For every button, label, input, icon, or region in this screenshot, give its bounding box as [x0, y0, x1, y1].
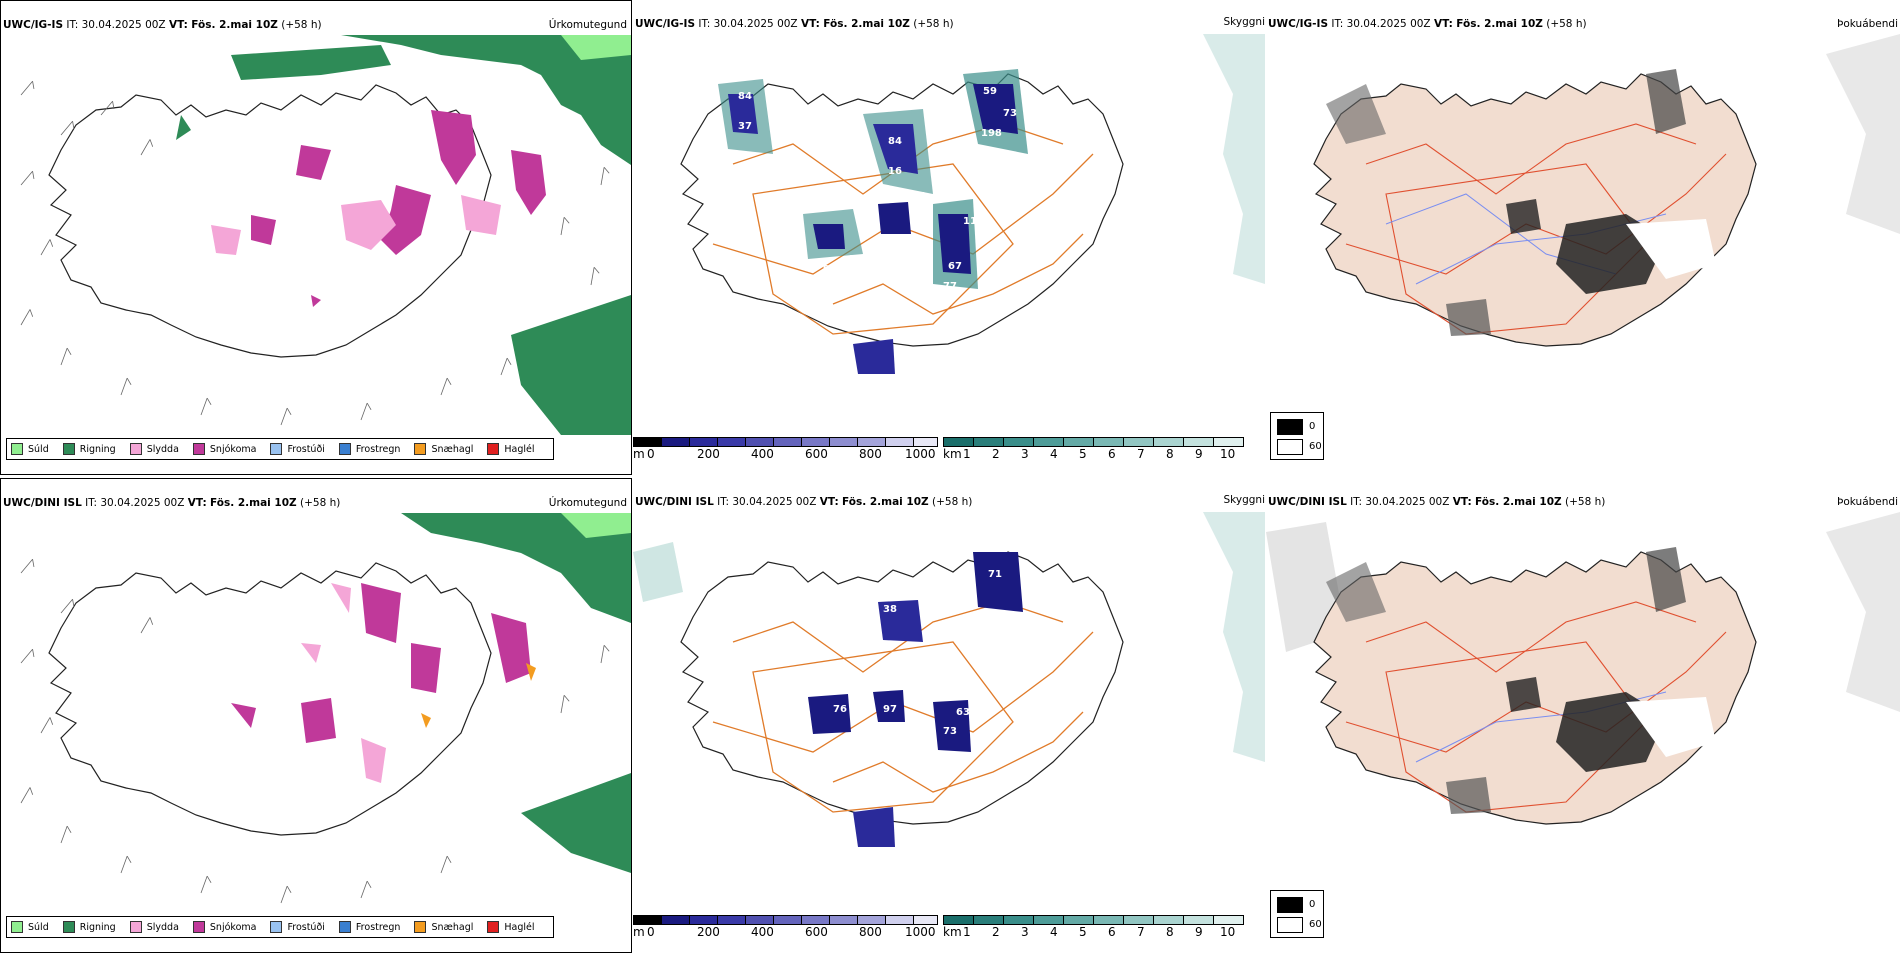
panel-header: UWC/IG-IS IT: 30.04.2025 00Z VT: Fös. 2.…: [3, 19, 322, 31]
cloud-base-label: 38: [883, 604, 897, 615]
cloud-base-label: 8: [848, 254, 855, 265]
cloud-base-label: 73: [943, 726, 957, 737]
cloud-base-label: 37: [738, 121, 752, 132]
panel-header: UWC/DINI ISL IT: 30.04.2025 00Z VT: Fös.…: [1268, 496, 1606, 508]
cloud-base-colorbar: [633, 437, 938, 457]
cloud-base-label: 97: [883, 704, 897, 715]
visibility-map: 71 38 76 97 63 73 38 57: [633, 512, 1265, 910]
cloud-base-label: 77: [911, 191, 925, 202]
fog-legend: 0 60: [1270, 412, 1324, 460]
panel-title: Úrkomutegund: [548, 19, 627, 31]
cloud-base-label: 38: [868, 849, 882, 860]
cloud-base-label: 76: [833, 704, 847, 715]
legend-item-snow: Snjókoma: [192, 921, 256, 933]
visibility-colorbar: [943, 437, 1244, 457]
legend-item-drizzle: Súld: [11, 443, 49, 455]
panel-title: Úrkomutegund: [548, 497, 627, 509]
cloud-base-colorbar: [633, 915, 938, 935]
precip-type-panel: UWC/IG-IS IT: 30.04.2025 00Z VT: Fös. 2.…: [0, 0, 632, 475]
cloud-base-label: 73: [1003, 108, 1017, 119]
legend-item-freezing-drizzle: Frostúði: [270, 921, 325, 933]
legend-item-freezing-rain: Frostregn: [338, 443, 400, 455]
legend-item-hail: Haglél: [487, 921, 535, 933]
panel-header: UWC/IG-IS IT: 30.04.2025 00Z VT: Fös. 2.…: [1268, 18, 1587, 30]
cloud-base-label: 198: [981, 128, 1002, 139]
legend-item-snow-pellets: Snæhagl: [414, 921, 473, 933]
fog-indicator-panel: UWC/DINI ISL IT: 30.04.2025 00Z VT: Fös.…: [1266, 478, 1900, 953]
cloud-base-label: 71: [851, 382, 865, 393]
cloud-base-label: 77: [943, 281, 957, 292]
legend-item-rain: Rigning: [62, 921, 116, 933]
fog-legend: 0 60: [1270, 890, 1324, 938]
cloud-base-label: 63: [956, 707, 970, 718]
panel-header: UWC/DINI ISL IT: 30.04.2025 00Z VT: Fös.…: [3, 497, 341, 509]
panel-title: Þokuábendi: [1837, 496, 1898, 508]
precip-type-panel: UWC/DINI ISL IT: 30.04.2025 00Z VT: Fös.…: [0, 478, 632, 953]
cloud-base-label: 67: [948, 261, 962, 272]
visibility-panel: UWC/DINI ISL IT: 30.04.2025 00Z VT: Fös.…: [633, 494, 1266, 939]
cloud-base-label: 91: [993, 156, 1007, 167]
fog-indicator-panel: UWC/IG-IS IT: 30.04.2025 00Z VT: Fös. 2.…: [1266, 0, 1900, 475]
legend-item-drizzle: Súld: [11, 921, 49, 933]
precip-map: [1, 513, 631, 913]
panel-header: UWC/IG-IS IT: 30.04.2025 00Z VT: Fös. 2.…: [635, 18, 954, 30]
visibility-map: 84 37 59 73 198 91 84 16 77 78 94 8 110 …: [633, 34, 1265, 432]
forecast-row-2: UWC/DINI ISL IT: 30.04.2025 00Z VT: Fös.…: [0, 478, 1900, 953]
cloud-base-label: 84: [738, 91, 752, 102]
legend-item-snow: Snjókoma: [192, 443, 256, 455]
cloud-base-label: 46: [868, 379, 882, 390]
legend-item-rain: Rigning: [62, 443, 116, 455]
cloud-base-label: 94: [823, 264, 837, 275]
cloud-base-label: 110: [963, 216, 984, 227]
legend-item-freezing-drizzle: Frostúði: [270, 443, 325, 455]
precip-map: [1, 35, 631, 435]
forecast-row-1: UWC/IG-IS IT: 30.04.2025 00Z VT: Fös. 2.…: [0, 0, 1900, 475]
cloud-base-label: 71: [988, 569, 1002, 580]
panel-title: Þokuábendi: [1837, 18, 1898, 30]
cloud-base-label: 84: [888, 136, 902, 147]
fog-map: [1266, 512, 1900, 910]
legend-item-sleet: Slydda: [129, 921, 179, 933]
precip-type-legend: Súld Rigning Slydda Snjókoma Frostúði Fr…: [6, 916, 554, 938]
panel-header: UWC/DINI ISL IT: 30.04.2025 00Z VT: Fös.…: [635, 496, 973, 508]
panel-title: Skyggni: [1223, 494, 1266, 506]
cloud-base-label: 16: [888, 166, 902, 177]
legend-item-freezing-rain: Frostregn: [338, 921, 400, 933]
panel-title: Skyggni: [1223, 16, 1266, 28]
legend-item-sleet: Slydda: [129, 443, 179, 455]
precip-type-legend: Súld Rigning Slydda Snjókoma Frostúði Fr…: [6, 438, 554, 460]
cloud-base-label: 78: [883, 241, 897, 252]
cloud-base-label: 57: [851, 852, 865, 863]
legend-item-snow-pellets: Snæhagl: [414, 443, 473, 455]
fog-map: [1266, 34, 1900, 432]
visibility-panel: UWC/IG-IS IT: 30.04.2025 00Z VT: Fös. 2.…: [633, 16, 1266, 461]
cloud-base-label: 59: [983, 86, 997, 97]
visibility-colorbar: [943, 915, 1244, 935]
legend-item-hail: Haglél: [487, 443, 535, 455]
